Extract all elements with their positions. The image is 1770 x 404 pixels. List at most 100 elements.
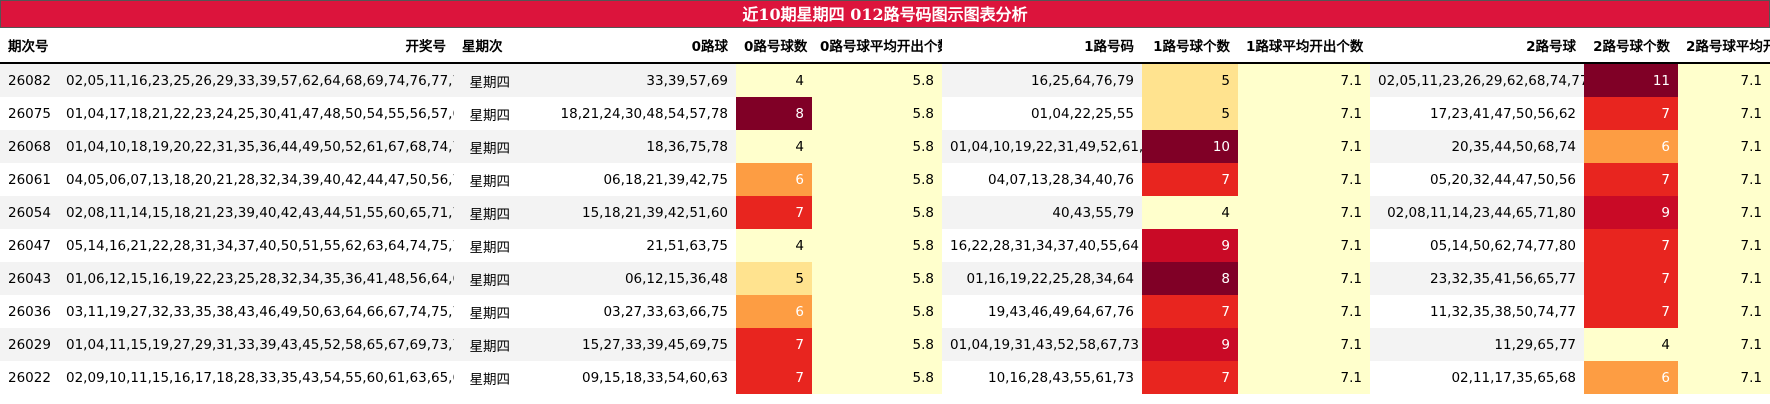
average-cell: 7.1 [1678, 63, 1770, 97]
draw-numbers-cell: 01,04,11,15,19,27,29,31,33,39,43,45,52,5… [58, 328, 454, 361]
issue-number-cell: 26061 [0, 163, 58, 196]
count-heat-cell: 5 [1142, 63, 1238, 97]
average-cell: 5.8 [812, 229, 942, 262]
route-numbers-cell: 16,25,64,76,79 [942, 63, 1142, 97]
average-cell: 7.1 [1238, 196, 1370, 229]
draw-numbers-cell: 01,04,17,18,21,22,23,24,25,30,41,47,48,5… [58, 97, 454, 130]
average-cell: 7.1 [1678, 361, 1770, 394]
count-heat-cell: 4 [736, 229, 812, 262]
issue-number-cell: 26029 [0, 328, 58, 361]
average-cell: 7.1 [1238, 361, 1370, 394]
column-header: 1路球平均开出个数 [1238, 28, 1370, 64]
average-cell: 7.1 [1678, 97, 1770, 130]
count-heat-cell: 11 [1584, 63, 1678, 97]
route-numbers-cell: 11,29,65,77 [1370, 328, 1584, 361]
column-header: 1路号码 [942, 28, 1142, 64]
count-heat-cell: 4 [1584, 328, 1678, 361]
average-cell: 5.8 [812, 163, 942, 196]
average-cell: 7.1 [1678, 130, 1770, 163]
draw-numbers-cell: 01,06,12,15,16,19,22,23,25,28,32,34,35,3… [58, 262, 454, 295]
draw-numbers-cell: 02,09,10,11,15,16,17,18,28,33,35,43,54,5… [58, 361, 454, 394]
count-heat-cell: 7 [1584, 262, 1678, 295]
header-row: 期次号 开奖号 星期次 0路球 0路号球数 0路号球平均开出个数 1路号码 1路号球个数 1路球… [0, 28, 1770, 64]
draw-numbers-cell: 01,04,10,18,19,20,22,31,35,36,44,49,50,5… [58, 130, 454, 163]
route-numbers-cell: 18,36,75,78 [518, 130, 736, 163]
table-row: 26075 01,04,17,18,21,22,23,24,25,30,41,47… [0, 97, 1770, 130]
route-numbers-cell: 01,04,22,25,55 [942, 97, 1142, 130]
count-heat-cell: 4 [736, 130, 812, 163]
draw-numbers-cell: 02,08,11,14,15,18,21,23,39,40,42,43,44,5… [58, 196, 454, 229]
count-heat-cell: 6 [736, 295, 812, 328]
column-header: 0路号球平均开出个数 [812, 28, 942, 64]
route-numbers-cell: 18,21,24,30,48,54,57,78 [518, 97, 736, 130]
average-cell: 5.8 [812, 97, 942, 130]
average-cell: 5.8 [812, 361, 942, 394]
table-row: 26054 02,08,11,14,15,18,21,23,39,40,42,43… [0, 196, 1770, 229]
route-numbers-cell: 15,18,21,39,42,51,60 [518, 196, 736, 229]
weekday-cell: 星期四 [454, 361, 518, 394]
average-cell: 5.8 [812, 262, 942, 295]
average-cell: 7.1 [1238, 163, 1370, 196]
weekday-cell: 星期四 [454, 130, 518, 163]
route-numbers-cell: 06,12,15,36,48 [518, 262, 736, 295]
average-cell: 7.1 [1238, 295, 1370, 328]
chart-title: 近10期星期四 012路号码图示图表分析 [0, 0, 1770, 28]
count-heat-cell: 8 [1142, 262, 1238, 295]
average-cell: 7.1 [1238, 63, 1370, 97]
count-heat-cell: 7 [1584, 163, 1678, 196]
average-cell: 7.1 [1238, 262, 1370, 295]
route-numbers-cell: 04,07,13,28,34,40,76 [942, 163, 1142, 196]
column-header: 期次号 [0, 28, 58, 64]
count-heat-cell: 7 [1584, 229, 1678, 262]
route-numbers-cell: 20,35,44,50,68,74 [1370, 130, 1584, 163]
route-numbers-cell: 11,32,35,38,50,74,77 [1370, 295, 1584, 328]
table-row: 26022 02,09,10,11,15,16,17,18,28,33,35,43… [0, 361, 1770, 394]
table-row: 26029 01,04,11,15,19,27,29,31,33,39,43,45… [0, 328, 1770, 361]
weekday-cell: 星期四 [454, 328, 518, 361]
average-cell: 7.1 [1238, 97, 1370, 130]
table-row: 26043 01,06,12,15,16,19,22,23,25,28,32,34… [0, 262, 1770, 295]
count-heat-cell: 6 [736, 163, 812, 196]
count-heat-cell: 10 [1142, 130, 1238, 163]
route-numbers-cell: 06,18,21,39,42,75 [518, 163, 736, 196]
route-numbers-cell: 05,14,50,62,74,77,80 [1370, 229, 1584, 262]
average-cell: 7.1 [1238, 229, 1370, 262]
issue-number-cell: 26068 [0, 130, 58, 163]
average-cell: 5.8 [812, 130, 942, 163]
issue-number-cell: 26036 [0, 295, 58, 328]
route-numbers-cell: 05,20,32,44,47,50,56 [1370, 163, 1584, 196]
count-heat-cell: 6 [1584, 361, 1678, 394]
route-numbers-cell: 02,05,11,23,26,29,62,68,74,77,80 [1370, 63, 1584, 97]
average-cell: 5.8 [812, 63, 942, 97]
route-numbers-cell: 02,08,11,14,23,44,65,71,80 [1370, 196, 1584, 229]
average-cell: 7.1 [1678, 229, 1770, 262]
route-numbers-cell: 33,39,57,69 [518, 63, 736, 97]
count-heat-cell: 6 [1584, 130, 1678, 163]
route-numbers-cell: 01,04,10,19,22,31,49,52,61,67 [942, 130, 1142, 163]
column-header: 星期次 [454, 28, 518, 64]
route-numbers-cell: 01,16,19,22,25,28,34,64 [942, 262, 1142, 295]
table-row: 26068 01,04,10,18,19,20,22,31,35,36,44,49… [0, 130, 1770, 163]
column-header: 2路号球平均开出数量 [1678, 28, 1770, 64]
draw-numbers-cell: 02,05,11,16,23,25,26,29,33,39,57,62,64,6… [58, 63, 454, 97]
average-cell: 7.1 [1678, 262, 1770, 295]
weekday-cell: 星期四 [454, 196, 518, 229]
draw-numbers-cell: 04,05,06,07,13,18,20,21,28,32,34,39,40,4… [58, 163, 454, 196]
count-heat-cell: 8 [736, 97, 812, 130]
issue-number-cell: 26082 [0, 63, 58, 97]
average-cell: 7.1 [1678, 196, 1770, 229]
column-header: 开奖号 [58, 28, 454, 64]
count-heat-cell: 7 [1142, 361, 1238, 394]
count-heat-cell: 7 [1142, 295, 1238, 328]
column-header: 2路号球 [1370, 28, 1584, 64]
average-cell: 5.8 [812, 328, 942, 361]
issue-number-cell: 26054 [0, 196, 58, 229]
count-heat-cell: 9 [1584, 196, 1678, 229]
issue-number-cell: 26075 [0, 97, 58, 130]
count-heat-cell: 9 [1142, 229, 1238, 262]
average-cell: 7.1 [1238, 328, 1370, 361]
count-heat-cell: 7 [1142, 163, 1238, 196]
route-numbers-cell: 09,15,18,33,54,60,63 [518, 361, 736, 394]
route-numbers-cell: 21,51,63,75 [518, 229, 736, 262]
issue-number-cell: 26047 [0, 229, 58, 262]
